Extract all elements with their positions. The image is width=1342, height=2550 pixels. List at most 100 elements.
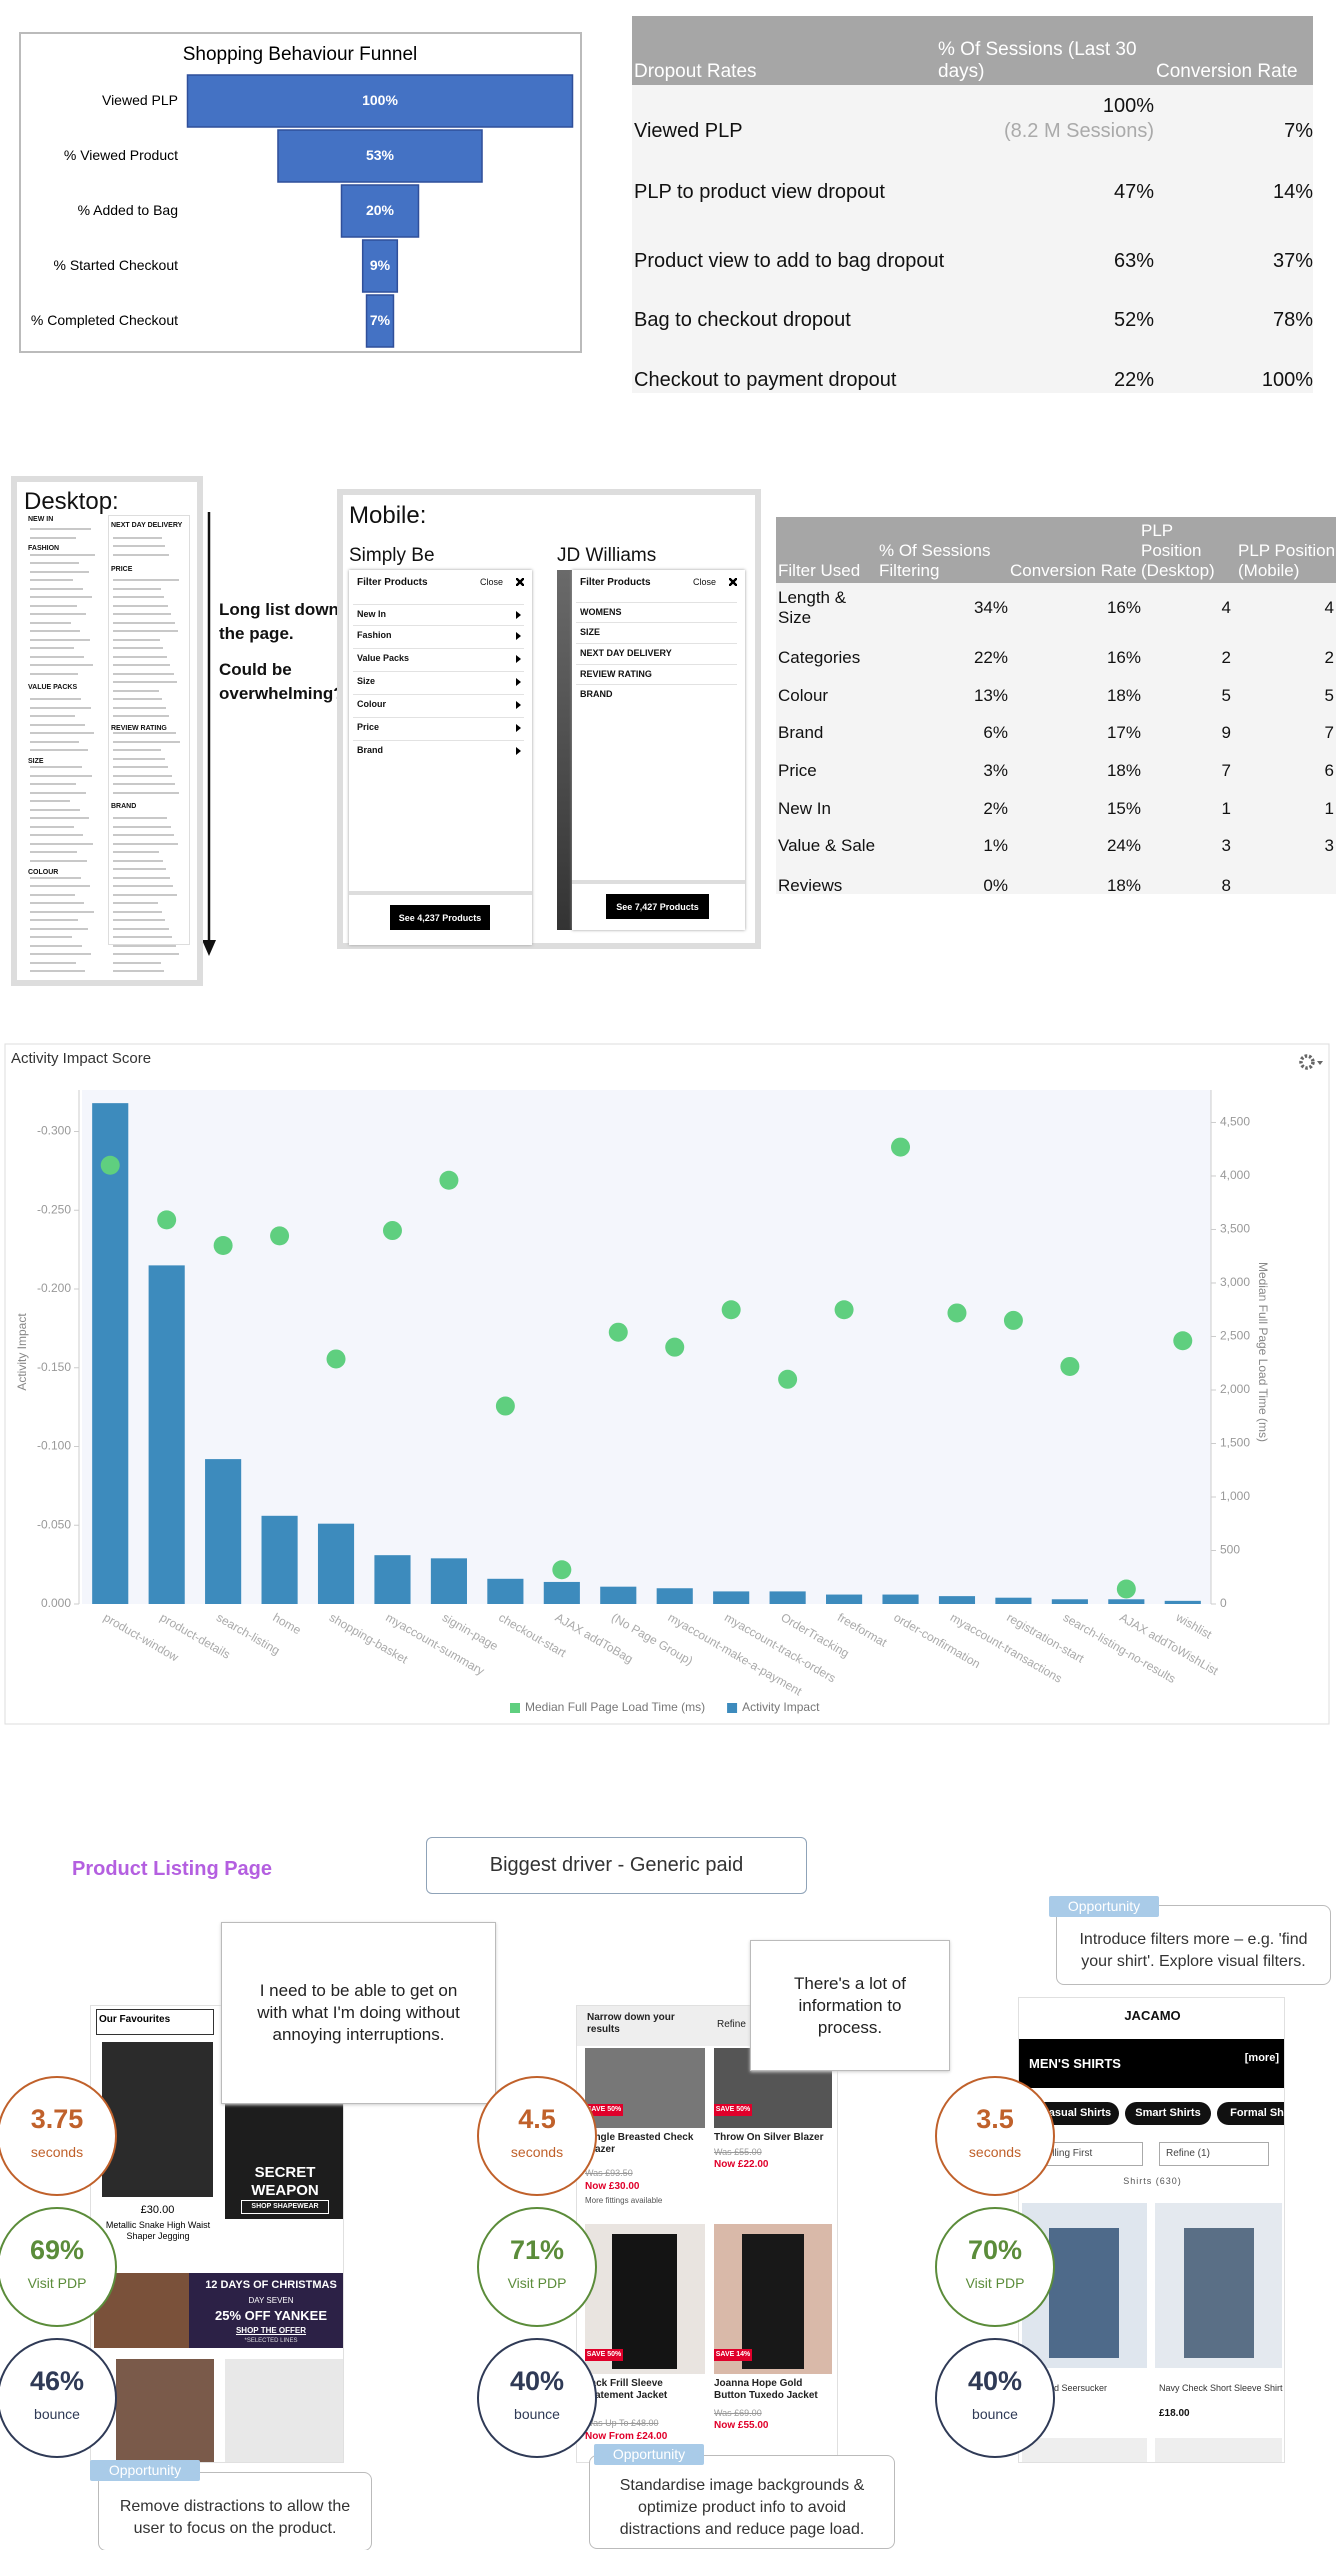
table-cell: Reviews (778, 876, 843, 895)
placeholder-line (30, 919, 78, 921)
placeholder-line (30, 698, 81, 700)
screen-text: JACAMO (1124, 2008, 1181, 2023)
screen-text: Was £55.00 (714, 2147, 762, 2157)
metric-circle: 69% Visit PDP (0, 2207, 117, 2327)
table-cell: 17% (1106, 723, 1141, 742)
placeholder-line (113, 638, 160, 641)
legend-swatch (727, 1703, 738, 1713)
screen-text: Single Breasted Check Blazer (585, 2132, 694, 2155)
placeholder-line (30, 893, 75, 896)
filter-row (353, 625, 524, 648)
y2-axis-title: Median Full Page Load Time (ms) (1256, 1262, 1270, 1442)
placeholder-line (30, 936, 72, 938)
table-cell: 4 (1324, 598, 1334, 617)
opportunity-box: Remove distractions to allow the user to… (98, 2472, 372, 2550)
table-cell: 18% (1106, 686, 1141, 705)
bar (826, 1594, 863, 1604)
screen-text: *SELECTED LINES (244, 2338, 298, 2344)
placeholder-line (30, 842, 93, 845)
table-cell: 7 (1324, 723, 1334, 742)
desktop-title: Desktop: (24, 488, 119, 515)
filter-heading: COLOUR (28, 869, 59, 876)
placeholder-line (113, 732, 176, 734)
screen-text: Jack Frill Sleeve Statement Jacket (585, 2378, 668, 2401)
point (1060, 1356, 1080, 1376)
screen-text: DAY SEVEN (248, 2296, 294, 2305)
table-cell: Viewed PLP (634, 120, 743, 142)
panel-title: Filter Products (357, 577, 428, 588)
bar (600, 1586, 637, 1604)
placeholder-line (113, 842, 178, 845)
table-cell: PLP to product view dropout (634, 181, 885, 203)
placeholder-line (30, 723, 85, 726)
metric-label: bounce (514, 2406, 560, 2422)
placeholder-line (30, 791, 86, 794)
table-cell: 0% (983, 876, 1008, 895)
metric-value: 71% (509, 2235, 565, 2265)
placeholder-line (30, 638, 90, 641)
placeholder-line (113, 961, 161, 964)
placeholder-line (113, 596, 164, 598)
metric-circle: 40% bounce (935, 2338, 1055, 2458)
quote-box: I need to be able to get on with what I'… (221, 1922, 496, 2104)
bar (1164, 1600, 1201, 1604)
table-cell: 34% (973, 598, 1008, 617)
funnel-label: % Added to Bag (78, 202, 178, 218)
filter-row (576, 643, 737, 663)
table-cell: Checkout to payment dropout (634, 369, 897, 391)
header-text: Filter Used (778, 561, 861, 580)
table-cell: 78% (1272, 309, 1313, 331)
table-header: Dropout Rates (634, 61, 757, 82)
placeholder-line (113, 604, 168, 607)
placeholder-line (113, 893, 177, 896)
table-header: Conversion Rate (1156, 61, 1298, 82)
app-name: JD Williams (557, 545, 657, 566)
placeholder-line (113, 817, 167, 819)
panel-title: Filter Products (580, 577, 651, 588)
placeholder-line (113, 936, 172, 938)
placeholder-line (30, 655, 84, 658)
table-cell: 14% (1272, 181, 1313, 203)
table-cell: 9 (1221, 723, 1231, 742)
y-axis-title: Activity Impact (15, 1313, 29, 1391)
opportunity-box: Introduce filters more – e.g. 'find your… (1056, 1905, 1331, 1985)
y2-tick-label: 1,000 (1220, 1489, 1250, 1503)
point (721, 1300, 741, 1320)
placeholder-line (113, 689, 159, 692)
y-tick-label: -0.250 (37, 1202, 71, 1216)
placeholder-line (113, 953, 179, 955)
placeholder-line (113, 655, 167, 658)
filter-row (576, 622, 737, 642)
table-cell: 7% (1284, 120, 1313, 142)
app-name: Simply Be (349, 545, 435, 566)
point (891, 1137, 911, 1157)
placeholder-line (113, 715, 169, 717)
phone-screen: JACAMO MEN'S SHIRTS [more] Casual Shirts Sma… (1018, 1997, 1285, 2463)
placeholder-line (113, 706, 166, 709)
y2-tick-label: 3,000 (1220, 1275, 1250, 1289)
funnel-bar (277, 129, 483, 183)
placeholder-line (30, 570, 89, 573)
screen-text: 12 DAYS OF CHRISTMAS (205, 2279, 337, 2291)
screen-text: SAVE 50% (585, 2349, 623, 2362)
filter-panel (572, 570, 745, 930)
placeholder-line (30, 553, 95, 556)
placeholder-line (30, 902, 84, 904)
metric-label: bounce (34, 2406, 80, 2422)
chevron (516, 724, 521, 732)
chevron (516, 611, 521, 619)
placeholder-line (113, 587, 161, 590)
photo (116, 2359, 214, 2462)
placeholder-line (30, 834, 83, 836)
y2-tick-label: 4,500 (1220, 1115, 1250, 1129)
filter-item: Price (357, 722, 380, 732)
screen-text: Metallic Snake High Waist Shaper Jegging (105, 2220, 211, 2241)
table-cell: 22% (973, 648, 1008, 667)
table-cell: Length & Size (778, 588, 847, 627)
screen-text: Refine (717, 2019, 746, 2030)
funnel-value: 9% (370, 257, 391, 273)
y2-tick-label: 1,500 (1220, 1436, 1250, 1450)
placeholder-line (113, 783, 175, 785)
placeholder-line (113, 970, 164, 972)
